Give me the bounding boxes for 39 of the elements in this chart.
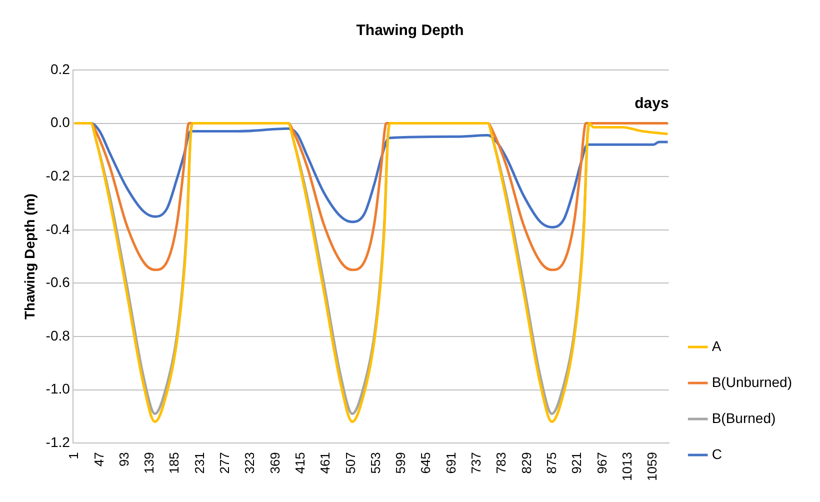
chart-title: Thawing Depth (356, 22, 464, 40)
legend-label: B(Unburned) (712, 374, 792, 390)
legend-label: A (712, 338, 722, 354)
legend-label: C (712, 446, 722, 462)
y-tick-label: -0.8 (46, 327, 70, 344)
y-tick-label: 0.2 (50, 60, 70, 77)
x-tick-label: 783 (494, 452, 509, 474)
y-tick-label: -1.2 (46, 434, 70, 450)
x-tick-label: 1059 (644, 452, 660, 481)
x-tick-label: 139 (142, 452, 157, 474)
y-axis-title: Thawing Depth (m) (21, 194, 38, 320)
y-tick-label: -1.0 (46, 380, 70, 397)
x-axis-title: days (634, 94, 669, 112)
x-tick-label: 645 (418, 452, 434, 474)
x-tick-label: 323 (242, 452, 258, 474)
x-tick-label: 829 (518, 452, 534, 474)
x-tick-label: 967 (594, 452, 610, 474)
x-tick-label: 507 (342, 452, 358, 474)
x-tick-label: 553 (368, 452, 383, 474)
x-tick-label: 875 (544, 452, 559, 474)
x-tick-label: 415 (292, 452, 308, 474)
legend-label: B(Burned) (712, 410, 776, 426)
x-tick-label: 185 (166, 452, 182, 474)
y-tick-label: -0.2 (46, 167, 70, 184)
x-tick-label: 47 (91, 452, 106, 467)
y-tick-label: -0.4 (46, 220, 70, 237)
x-tick-label: 1 (66, 452, 82, 460)
x-tick-label: 461 (318, 452, 333, 474)
x-tick-label: 369 (267, 452, 282, 474)
y-tick-label: 0.0 (50, 114, 70, 130)
y-tick-label: -0.6 (46, 274, 70, 290)
x-tick-label: 691 (443, 452, 458, 474)
x-tick-label: 231 (192, 452, 207, 474)
x-tick-label: 599 (393, 452, 408, 474)
x-tick-label: 277 (217, 452, 232, 474)
x-tick-label: 1013 (619, 452, 634, 481)
x-tick-label: 93 (116, 452, 132, 467)
x-tick-label: 921 (569, 452, 584, 474)
x-tick-label: 737 (468, 452, 484, 474)
